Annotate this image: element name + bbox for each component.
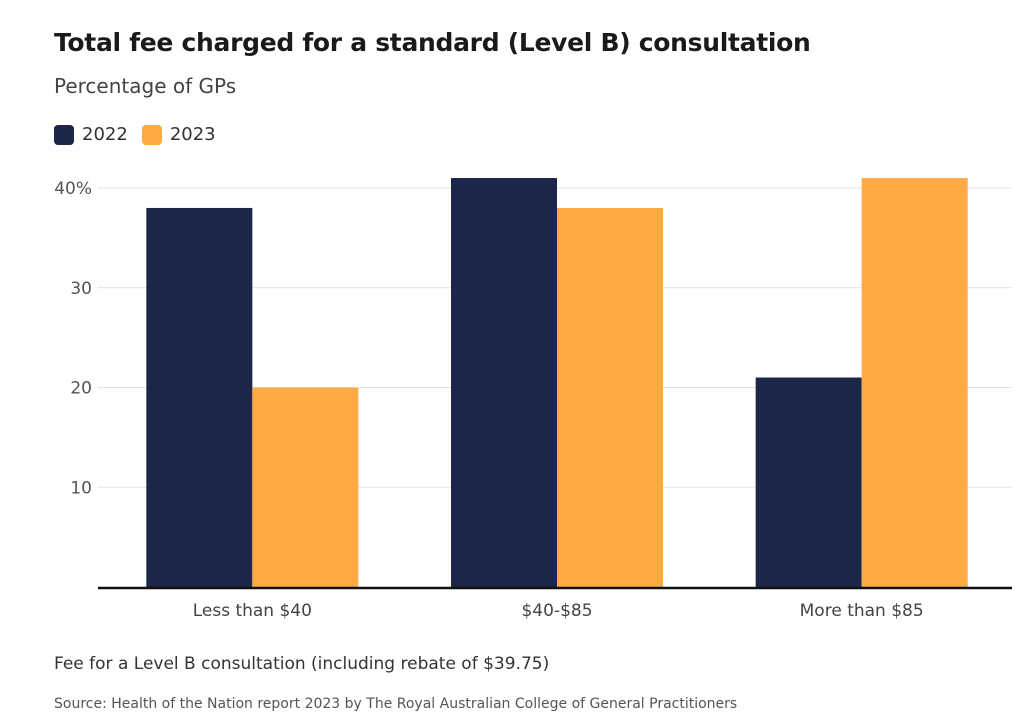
bar-2022-1 (146, 207, 253, 587)
bar-chart: 10 20 30 40% Less than $40 $40-$85 More than $… (54, 178, 1012, 621)
legend-swatch-2022 (54, 124, 74, 145)
legend-swatch-2023 (141, 124, 162, 145)
bar-2023-1 (252, 387, 359, 587)
chart-title: Total fee charged for a standard (Level … (54, 28, 811, 57)
y-tick-label-10: 10 (70, 478, 92, 498)
x-tick-label-2: $40-$85 (521, 601, 592, 621)
bar-2023-2 (557, 207, 663, 587)
x-tick-label-3: More than $85 (800, 601, 924, 621)
legend-item-2022: 2022 (54, 124, 128, 145)
legend: 2022 2023 (54, 124, 230, 145)
legend-item-2023: 2023 (141, 124, 216, 145)
bar-2023-3 (861, 178, 968, 587)
legend-label-2022: 2022 (82, 124, 128, 145)
y-tick-label-30: 30 (70, 279, 92, 299)
y-tick-label-20: 20 (70, 379, 92, 399)
chart-subtitle: Percentage of GPs (54, 74, 237, 98)
source-note: Source: Health of the Nation report 2023… (54, 696, 738, 712)
x-axis-label: Fee for a Level B consultation (includin… (54, 654, 550, 674)
y-tick-label-40: 40% (54, 179, 92, 199)
x-tick-label-1: Less than $40 (193, 601, 312, 621)
legend-label-2023: 2023 (169, 124, 216, 145)
bar-2022-2 (451, 178, 557, 587)
bar-2022-3 (755, 377, 862, 587)
